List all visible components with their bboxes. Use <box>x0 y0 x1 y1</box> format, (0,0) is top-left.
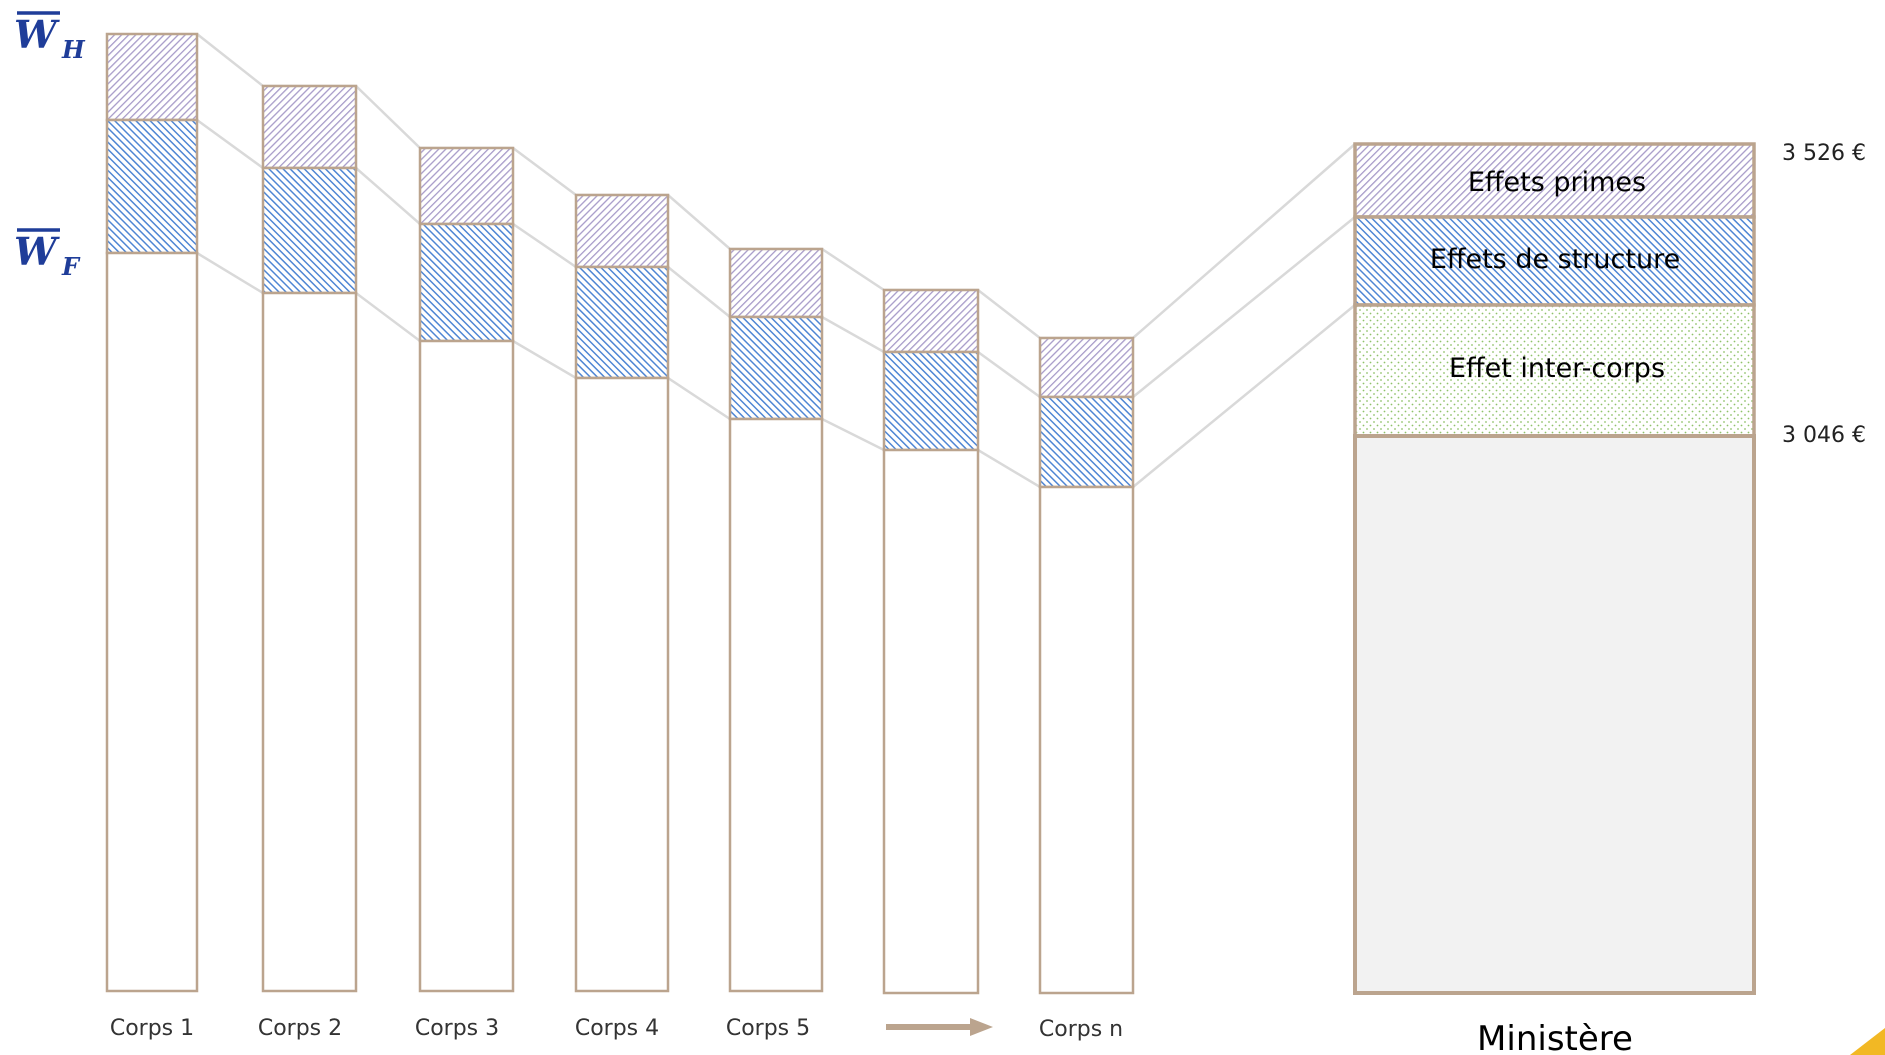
label-effets-primes: Effets primes <box>1468 167 1646 198</box>
label-effets-structure: Effets de structure <box>1430 244 1680 275</box>
connector-top-line <box>196 33 1356 340</box>
corps-bar <box>728 247 824 993</box>
corps-segment-structure <box>261 166 358 295</box>
wf-letter: W <box>14 229 60 274</box>
corps-label: Corps n <box>1039 1017 1123 1042</box>
ministere-segment-inter-corps <box>1353 303 1756 438</box>
wf-label: W F <box>14 228 81 281</box>
wh-label: W H <box>14 11 86 64</box>
connector-wf-line <box>196 251 1356 489</box>
ministere-segment-primes <box>1353 142 1756 219</box>
corps-segment-base <box>418 339 515 993</box>
corps-segment-primes <box>105 32 199 122</box>
corps-segment-base <box>105 251 199 993</box>
corps-label: Corps 1 <box>110 1016 194 1041</box>
corps-segment-structure <box>574 265 670 380</box>
corps-bar <box>574 193 670 993</box>
corps-segment-base <box>574 376 670 993</box>
corps-segment-base <box>728 417 824 993</box>
wh-subscript: H <box>61 35 86 64</box>
value-base: 3 046 € <box>1782 423 1866 448</box>
corps-bar <box>882 288 980 995</box>
corps-bar <box>261 84 358 993</box>
corps-bars <box>105 32 1135 995</box>
ministere-bar <box>1353 142 1756 995</box>
wh-letter: W <box>14 12 60 57</box>
ministere-label: Ministère <box>1477 1019 1633 1055</box>
corps-segment-primes <box>882 288 980 354</box>
corps-segment-structure <box>728 315 824 421</box>
corps-bar <box>105 32 199 993</box>
ministere-segment-base <box>1353 434 1756 995</box>
connector-wh-wf-line <box>196 118 1356 399</box>
corps-segment-structure <box>418 222 515 343</box>
value-top: 3 526 € <box>1782 141 1866 166</box>
corps-segment-primes <box>728 247 824 319</box>
connector-lines <box>196 33 1356 489</box>
corps-segment-primes <box>1038 336 1135 399</box>
corps-segment-structure <box>105 118 199 255</box>
corps-segment-primes <box>418 146 515 226</box>
corps-segment-base <box>882 448 980 995</box>
corps-label: Corps 3 <box>415 1016 499 1041</box>
corner-triangle-icon <box>1850 1028 1885 1055</box>
continuation-arrow <box>886 1018 993 1036</box>
corps-bar <box>418 146 515 993</box>
corps-segment-primes <box>574 193 670 269</box>
ministere-segment-structure <box>1353 215 1756 307</box>
label-effet-inter-corps: Effet inter-corps <box>1449 353 1665 384</box>
corps-segment-structure <box>1038 395 1135 489</box>
corps-label: Corps 2 <box>258 1016 342 1041</box>
corps-bar <box>1038 336 1135 995</box>
corps-segment-base <box>261 291 358 993</box>
wf-subscript: F <box>61 252 81 281</box>
corps-segment-base <box>1038 485 1135 995</box>
corps-segment-structure <box>882 350 980 452</box>
corps-label: Corps 5 <box>726 1016 810 1041</box>
corps-segment-primes <box>261 84 358 170</box>
corps-label: Corps 4 <box>575 1016 659 1041</box>
